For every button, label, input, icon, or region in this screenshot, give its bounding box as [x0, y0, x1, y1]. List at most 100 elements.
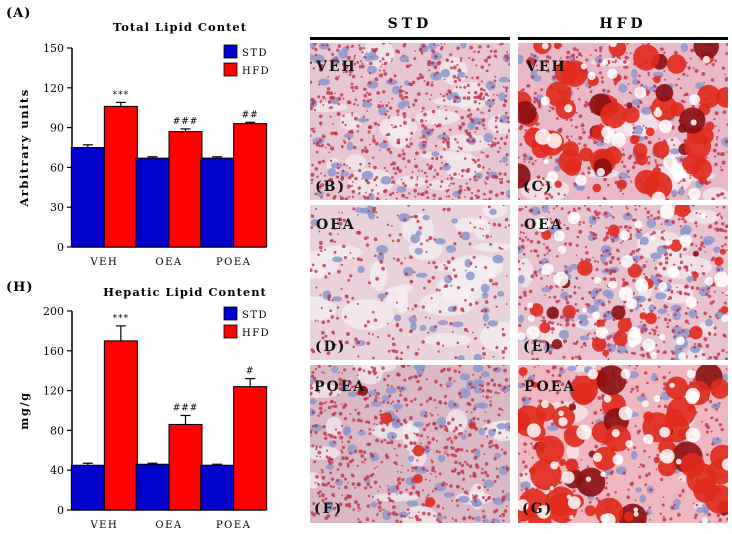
- lipid-droplet: [626, 225, 628, 228]
- lipid-droplet: [444, 105, 447, 107]
- lipid-droplet: [405, 138, 409, 141]
- lipid-droplet: [448, 184, 451, 187]
- lipid-droplet: [522, 153, 527, 158]
- lipid-droplet: [457, 231, 462, 235]
- lipid-droplet: [449, 453, 452, 456]
- lipid-droplet: [502, 205, 505, 207]
- lipid-droplet: [433, 73, 437, 77]
- lipid-droplet: [331, 405, 335, 408]
- lipid-droplet: [375, 438, 379, 443]
- lipid-vacuole: [692, 271, 699, 279]
- lipid-droplet: [720, 152, 725, 156]
- lipid-droplet: [353, 54, 356, 57]
- lipid-droplet: [406, 345, 410, 349]
- lipid-droplet: [442, 136, 445, 140]
- lipid-droplet: [506, 116, 510, 120]
- lipid-droplet: [479, 140, 482, 143]
- lipid-droplet: [508, 80, 510, 83]
- lipid-droplet: [603, 178, 607, 182]
- nucleus: [482, 292, 489, 299]
- lipid-droplet: [342, 114, 345, 118]
- lipid-droplet: [503, 509, 508, 513]
- lipid-droplet: [473, 95, 477, 100]
- lipid-droplet: [380, 460, 383, 464]
- lipid-droplet: [389, 150, 393, 155]
- lipid-droplet: [578, 286, 581, 289]
- lipid-droplet: [466, 131, 470, 136]
- lipid-droplet: [328, 144, 331, 147]
- lipid-droplet: [626, 207, 629, 210]
- lipid-droplet: [318, 144, 322, 148]
- lipid-droplet: [614, 491, 617, 494]
- lipid-droplet: [419, 442, 422, 445]
- lipid-droplet: [321, 475, 326, 480]
- lipid-droplet: [508, 384, 510, 387]
- lipid-droplet: [396, 238, 401, 243]
- lipid-droplet: [644, 207, 647, 210]
- lipid-droplet: [725, 151, 728, 153]
- lipid-droplet: [687, 66, 691, 70]
- lipid-droplet: [338, 371, 340, 374]
- lipid-droplet: [407, 307, 410, 310]
- nucleus: [377, 293, 387, 300]
- lipid-droplet: [607, 184, 610, 187]
- lipid-droplet: [473, 456, 478, 460]
- lipid-droplet: [407, 159, 411, 164]
- lipid-droplet: [713, 404, 716, 407]
- lipid-droplet: [493, 479, 497, 483]
- lipid-droplet: [721, 348, 725, 353]
- stain-texture: [310, 365, 510, 523]
- lipid-droplet: [321, 499, 325, 503]
- lipid-droplet: [367, 421, 371, 424]
- lipid-droplet: [330, 105, 333, 109]
- lipid-droplet: [438, 400, 443, 404]
- lipid-droplet: [334, 514, 338, 518]
- lipid-droplet: [646, 216, 650, 219]
- lipid-droplet: [634, 367, 637, 370]
- lipid-droplet: [364, 191, 367, 194]
- lipid-droplet: [694, 354, 698, 358]
- lipid-droplet: [419, 136, 422, 139]
- lipid-droplet: [680, 478, 682, 481]
- vacuole-space: [553, 230, 565, 242]
- lipid-droplet: [318, 121, 323, 125]
- lipid-droplet: [424, 190, 429, 195]
- lipid-droplet: [426, 186, 429, 189]
- lipid-droplet: [538, 260, 543, 265]
- lipid-droplet: [492, 383, 497, 387]
- lipid-droplet: [455, 484, 460, 489]
- nucleus: [459, 373, 471, 381]
- lipid-droplet: [406, 508, 410, 512]
- lipid-droplet: [472, 373, 475, 376]
- lipid-droplet: [341, 440, 344, 443]
- nucleus: [648, 304, 656, 313]
- lipid-droplet: [534, 195, 537, 198]
- lipid-droplet: [413, 158, 416, 161]
- lipid-droplet: [363, 397, 368, 401]
- lipid-droplet: [401, 149, 404, 152]
- lipid-droplet: [310, 434, 313, 437]
- vacuole-space: [592, 311, 600, 320]
- nucleus: [722, 373, 728, 382]
- lipid-droplet: [413, 432, 416, 435]
- lipid-droplet: [372, 429, 375, 432]
- lipid-droplet: [374, 415, 377, 418]
- lipid-droplet: [497, 223, 502, 227]
- nucleus: [471, 117, 480, 125]
- lipid-droplet: [429, 412, 432, 415]
- lipid-droplet: [639, 229, 643, 232]
- lipid-droplet: [363, 46, 366, 50]
- lipid-droplet: [565, 319, 568, 323]
- lipid-droplet: [551, 374, 555, 377]
- lipid-droplet: [485, 234, 490, 239]
- nucleus: [602, 248, 612, 258]
- nucleus: [650, 252, 662, 260]
- lipid-droplet: [640, 320, 643, 323]
- lipid-droplet: [718, 227, 723, 232]
- vacuole-space: [677, 168, 687, 179]
- lipid-droplet: [613, 277, 616, 281]
- lipid-droplet: [464, 196, 466, 198]
- lipid-droplet: [413, 188, 417, 193]
- lipid-droplet: [610, 214, 613, 217]
- nucleus: [357, 117, 368, 123]
